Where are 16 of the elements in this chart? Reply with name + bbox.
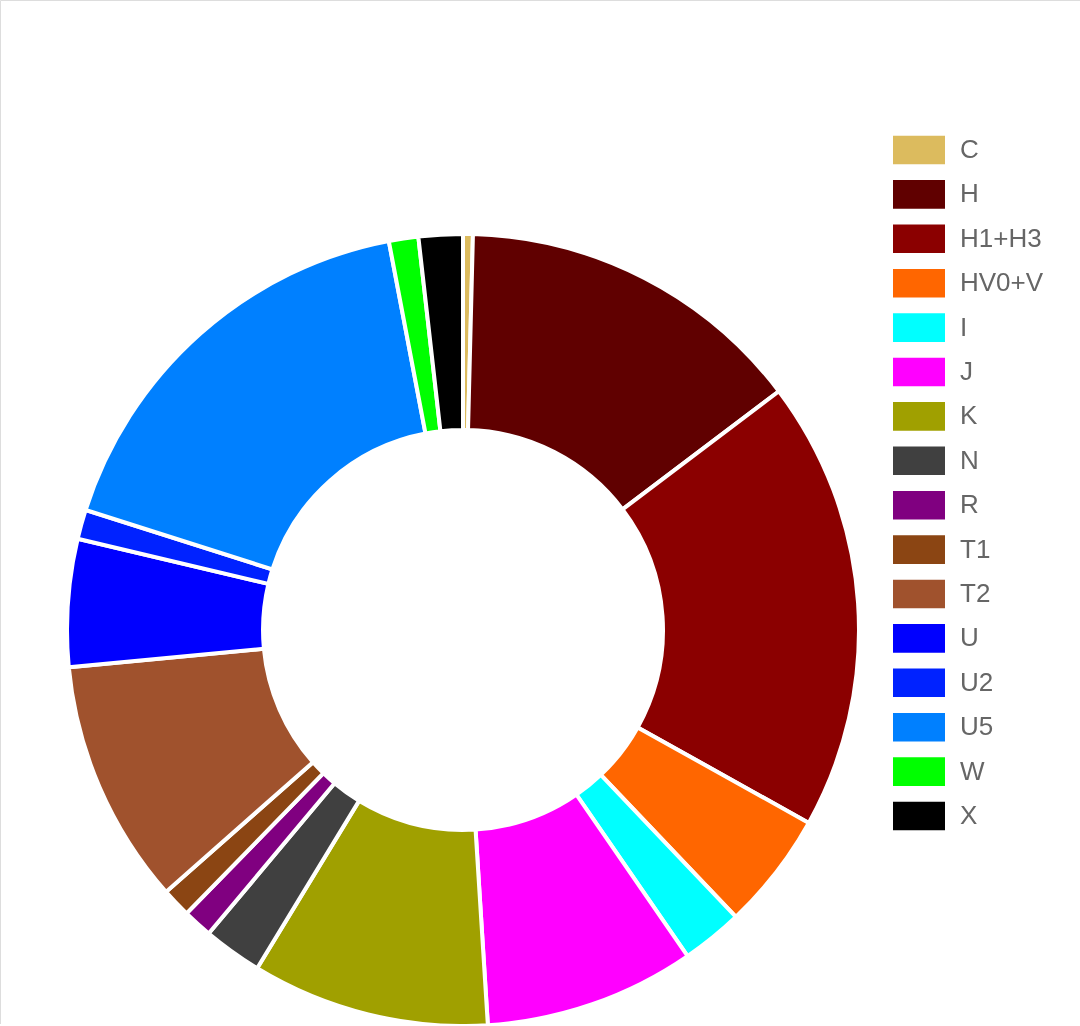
legend-label: U5: [960, 711, 994, 742]
legend-label: W: [960, 755, 985, 786]
legend-label: U2: [960, 666, 994, 697]
legend-label: N: [960, 444, 979, 475]
legend-label: H1+H3: [960, 222, 1042, 253]
legend-label: I: [960, 311, 968, 342]
legend-label: HV0+V: [960, 267, 1044, 298]
legend-label: C: [960, 134, 979, 164]
legend-label: U: [960, 622, 979, 653]
legend-label: X: [960, 800, 978, 830]
legend-label: R: [960, 489, 979, 520]
legend-label: H: [960, 178, 979, 209]
legend-label: T1: [960, 533, 991, 564]
legend-label: K: [960, 400, 978, 431]
legend-label: J: [960, 356, 973, 386]
legend-label: T2: [960, 578, 991, 608]
